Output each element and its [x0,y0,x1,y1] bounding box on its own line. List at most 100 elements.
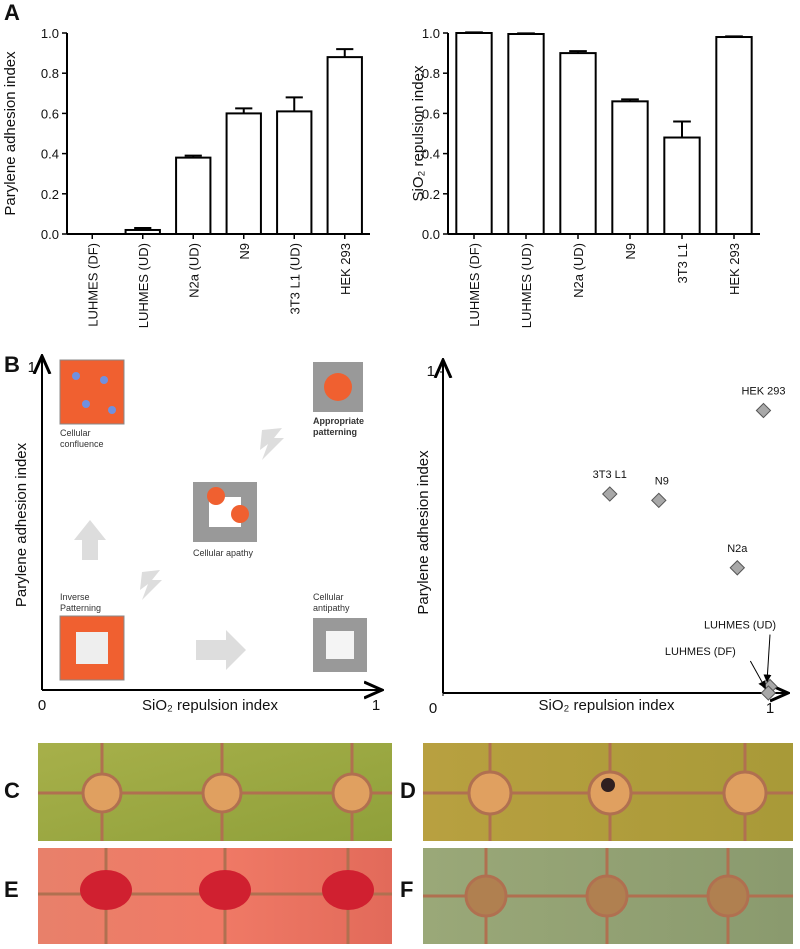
bar [611,100,649,235]
point [760,685,777,701]
error-bar [673,120,691,138]
cell-icon [59,359,125,425]
state-label: Cellular apathy [193,548,254,558]
panel-label: C [4,778,20,803]
panel-label: F [400,877,413,902]
panel-label: E [4,877,19,902]
point-label: N9 [655,475,669,487]
axis-end: 1 [28,359,36,376]
micrographs [38,743,793,944]
y-tick-label: 0.4 [41,147,59,162]
error-bar [621,98,639,102]
y-tick-label: 0.2 [422,187,440,202]
arrow [74,520,106,560]
panel-label: A [4,0,20,25]
state-label: Inverse [60,592,90,602]
error-bar [569,50,587,54]
x-tick-label: LUHMES (DF) [85,243,100,327]
y-tick-label: 0.4 [422,147,440,162]
bar [507,33,545,235]
error-bar [725,35,743,38]
x-tick-label: LUHMES (DF) [467,243,482,327]
y-tick-label: 1.0 [422,26,440,41]
leader [749,660,766,689]
x-tick-label: N2a (UD) [186,243,201,298]
cell-icon [108,406,116,414]
bar [124,228,161,235]
error-bar [465,31,483,34]
x-tick-label: LUHMES (UD) [519,243,534,328]
point-label: HEK 293 [741,386,785,398]
y-tick-label: 1.0 [41,26,59,41]
y-tick-label: 0.2 [41,187,59,202]
panel-label: B [4,352,20,377]
x-tick-label: N9 [237,243,252,260]
cell-icon [324,373,352,401]
pattern [38,743,793,944]
y-axis-label: Parylene adhesion index [2,51,19,216]
point [601,486,618,502]
bar [715,36,753,235]
x-axis-label: SiO₂ repulsion index [142,697,278,714]
bar [559,52,597,235]
bar [326,56,363,236]
y-tick-label: 0.0 [41,227,59,242]
error-bar [336,48,354,58]
error-bar [184,154,202,158]
y-tick-label: 0.8 [41,66,59,81]
state-label: Cellular [60,428,91,438]
x-tick-label: 3T3 L1 (UD) [287,243,302,315]
panel-label: D [400,778,416,803]
x-tick-label: 0 [429,700,437,717]
cell-icon [326,631,354,659]
error-bar [517,32,535,35]
cell-icon [82,400,90,408]
bar [276,110,313,235]
state-label: antipathy [313,603,350,613]
x-tick-label: 1 [766,700,774,717]
point-label: N2a [727,543,748,555]
state-label: Cellular [313,592,344,602]
x-axis-label: SiO₂ repulsion index [539,697,675,714]
cell-icon [207,487,225,505]
state-label: patterning [313,427,357,437]
point [729,560,746,576]
state-label: Appropriate [313,416,364,426]
bar [455,32,493,235]
cells [80,870,374,910]
point-label: LUHMES (UD) [704,620,776,632]
y-axis-label: SiO₂ repulsion index [410,65,427,201]
axis-origin: 0 [38,697,46,714]
x-tick-label: HEK 293 [338,243,353,295]
point-label: LUHMES (DF) [665,646,736,658]
cell-icon [76,632,108,664]
y-tick-label: 0.8 [422,66,440,81]
error-bar [134,226,152,230]
axis-end: 1 [372,697,380,714]
error-bar [235,107,253,114]
concept-diagram: 1 0 1 SiO₂ repulsion index Parylene adhe… [13,358,380,714]
x-tick-label: HEK 293 [727,243,742,295]
y-tick-label: 1 [427,363,435,380]
y-tick-label: 0.0 [422,227,440,242]
y-tick-label: 0.6 [41,106,59,121]
y-axis-label: Parylene adhesion index [13,442,30,607]
leader [763,634,772,683]
x-tick-label: N2a (UD) [571,243,586,298]
y-axis-label: Parylene adhesion index [415,450,432,615]
x-tick-label: LUHMES (UD) [136,243,151,328]
cell-icon [72,372,80,380]
state-label: confluence [60,439,104,449]
bar [225,112,262,235]
y-tick-label: 0.6 [422,106,440,121]
cell [601,778,615,792]
arrow [196,630,246,670]
bar [175,156,212,235]
x-tick-label: N9 [623,243,638,260]
bar [663,136,701,236]
cell-icon [100,376,108,384]
arrow [260,428,284,460]
point-label: 3T3 L1 [593,469,627,481]
x-tick-label: 3T3 L1 [675,243,690,283]
